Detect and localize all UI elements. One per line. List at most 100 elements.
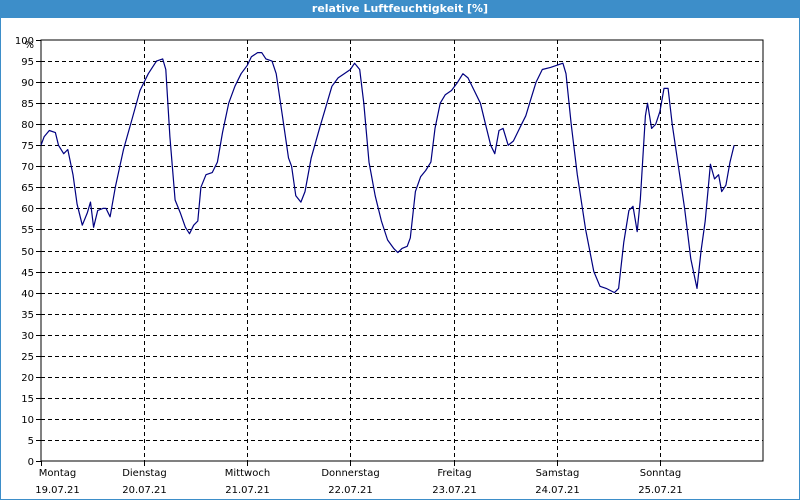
data-point	[288, 157, 290, 159]
data-point	[90, 201, 92, 203]
data-point	[97, 210, 99, 212]
data-point	[387, 239, 389, 241]
data-point	[93, 227, 95, 229]
data-point	[530, 98, 532, 100]
data-point	[115, 187, 117, 189]
data-point	[217, 161, 219, 163]
data-point	[222, 132, 224, 134]
data-point	[87, 212, 89, 214]
data-point	[156, 60, 158, 62]
x-tick-label-day: Sonntag	[640, 468, 682, 479]
y-tick-label: 50	[21, 247, 34, 258]
data-point	[291, 166, 293, 168]
data-point	[585, 229, 587, 231]
x-tick-label-date: 24.07.21	[535, 485, 580, 496]
x-tick-label-day: Donnerstag	[321, 468, 379, 479]
data-point	[513, 140, 515, 142]
data-point	[381, 220, 383, 222]
y-tick-label: 85	[21, 99, 34, 110]
y-tick-label: 60	[21, 204, 34, 215]
data-point	[710, 163, 712, 165]
data-point	[696, 288, 698, 290]
grid-layer	[41, 40, 763, 461]
data-point	[556, 65, 558, 67]
y-tick-label: 100	[15, 36, 34, 47]
data-point	[498, 130, 500, 132]
data-point	[257, 52, 259, 54]
data-point	[148, 73, 150, 75]
data-point	[420, 176, 422, 178]
data-point	[577, 174, 579, 176]
data-point	[211, 172, 213, 174]
data-point	[189, 233, 191, 235]
data-point	[261, 52, 263, 54]
data-point	[165, 69, 167, 71]
data-point	[72, 174, 74, 176]
data-point	[55, 132, 57, 134]
data-point	[690, 258, 692, 260]
data-point	[570, 123, 572, 125]
data-point	[82, 224, 84, 226]
data-point	[397, 252, 399, 254]
data-point	[265, 58, 267, 60]
y-tick-label: 0	[28, 457, 34, 468]
data-point	[304, 191, 306, 193]
data-point	[131, 119, 133, 121]
data-point	[632, 206, 634, 208]
data-point	[295, 195, 297, 197]
data-point	[63, 153, 65, 155]
data-point	[663, 88, 665, 90]
data-point	[374, 195, 376, 197]
data-point	[406, 246, 408, 248]
data-point	[401, 248, 403, 250]
data-point	[525, 115, 527, 117]
x-tick-label-date: 23.07.21	[432, 485, 477, 496]
data-point	[451, 90, 453, 92]
data-point	[359, 69, 361, 71]
data-point	[109, 216, 111, 218]
data-point	[393, 248, 395, 250]
data-point	[228, 102, 230, 104]
data-point	[502, 128, 504, 130]
data-point	[659, 111, 661, 113]
x-tick-label-day: Mittwoch	[225, 468, 270, 479]
data-point	[517, 132, 519, 134]
data-point	[102, 208, 104, 210]
data-point	[490, 145, 492, 147]
y-tick-label: 15	[21, 394, 34, 405]
y-axis: 0 5 10 15 20 25 30 35 40 45 50 55 60 65 70 75 80 85 90 95 10…	[15, 36, 41, 468]
y-tick-label: 70	[21, 162, 34, 173]
data-point	[363, 102, 365, 104]
data-point	[729, 161, 731, 163]
data-point	[599, 286, 601, 288]
data-point	[325, 107, 327, 109]
data-point	[162, 58, 164, 60]
data-point	[105, 208, 107, 210]
data-point	[310, 157, 312, 159]
data-point	[647, 102, 649, 104]
data-point	[76, 203, 78, 205]
data-point	[655, 123, 657, 125]
data-point	[457, 81, 459, 83]
data-point	[415, 191, 417, 193]
data-point	[205, 174, 207, 176]
y-tick-label: 25	[21, 352, 34, 363]
data-point	[410, 237, 412, 239]
data-point	[425, 170, 427, 172]
data-point	[485, 123, 487, 125]
data-point	[636, 231, 638, 233]
y-tick-label: 65	[21, 183, 34, 194]
data-point	[271, 60, 273, 62]
data-point	[684, 208, 686, 210]
y-tick-label: 35	[21, 310, 34, 321]
y-tick-label: 90	[21, 78, 34, 89]
data-point	[40, 145, 42, 147]
data-point	[331, 86, 333, 88]
data-point	[678, 166, 680, 168]
data-point	[169, 136, 171, 138]
data-point	[430, 161, 432, 163]
data-point	[721, 191, 723, 193]
data-point	[67, 149, 69, 151]
data-point	[708, 187, 710, 189]
